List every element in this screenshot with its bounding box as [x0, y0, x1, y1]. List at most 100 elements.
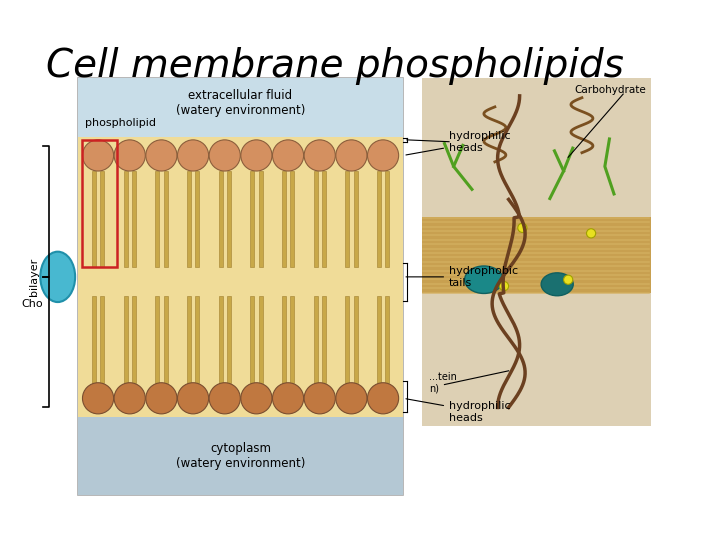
FancyBboxPatch shape [78, 78, 403, 137]
Circle shape [83, 140, 114, 171]
Circle shape [310, 145, 330, 166]
Circle shape [120, 145, 140, 166]
Circle shape [88, 145, 108, 166]
Bar [219, 296, 222, 383]
Bar [258, 171, 263, 267]
FancyBboxPatch shape [78, 417, 403, 495]
Circle shape [284, 394, 293, 403]
Bar [385, 171, 390, 267]
Bar [354, 296, 358, 383]
Bar [346, 296, 349, 383]
Bar [314, 296, 318, 383]
Text: cytoplasm
(watery environment): cytoplasm (watery environment) [176, 442, 305, 470]
Bar [227, 171, 231, 267]
Circle shape [146, 140, 177, 171]
Circle shape [304, 383, 336, 414]
Circle shape [347, 394, 356, 403]
Bar [124, 171, 127, 267]
Bar [258, 296, 263, 383]
Circle shape [336, 140, 367, 171]
Circle shape [183, 145, 203, 166]
Text: hydrophobic
tails: hydrophobic tails [406, 266, 518, 288]
Circle shape [157, 151, 166, 160]
Circle shape [500, 281, 508, 291]
Bar [314, 171, 318, 267]
Bar [227, 296, 231, 383]
Bar [322, 296, 326, 383]
Circle shape [189, 394, 198, 403]
Circle shape [220, 151, 230, 160]
Circle shape [587, 229, 595, 238]
Circle shape [315, 151, 325, 160]
Bar [251, 171, 254, 267]
Circle shape [284, 151, 293, 160]
Bar [92, 171, 96, 267]
Circle shape [367, 140, 399, 171]
Circle shape [88, 388, 108, 408]
Text: extracellular fluid
(watery environment): extracellular fluid (watery environment) [176, 89, 305, 117]
Bar [251, 296, 254, 383]
Circle shape [209, 140, 240, 171]
Bar [219, 171, 222, 267]
Circle shape [240, 140, 272, 171]
Circle shape [518, 223, 527, 232]
Bar [290, 171, 294, 267]
Circle shape [347, 151, 356, 160]
Bar [195, 296, 199, 383]
Bar [385, 296, 390, 383]
Bar [100, 171, 104, 267]
Circle shape [278, 145, 298, 166]
Circle shape [240, 383, 272, 414]
Circle shape [125, 151, 135, 160]
Bar [92, 296, 96, 383]
Text: Carbohydrate: Carbohydrate [575, 85, 646, 95]
Circle shape [178, 140, 209, 171]
Circle shape [114, 383, 145, 414]
Text: bilayer: bilayer [30, 258, 40, 296]
Ellipse shape [40, 252, 75, 302]
Circle shape [373, 388, 393, 408]
Bar [83, 140, 117, 267]
Circle shape [246, 388, 266, 408]
Bar [163, 296, 168, 383]
Circle shape [272, 140, 304, 171]
Circle shape [341, 145, 361, 166]
Bar [290, 296, 294, 383]
Circle shape [379, 394, 388, 403]
Circle shape [220, 394, 230, 403]
Text: ...tein
n): ...tein n) [429, 372, 456, 394]
Circle shape [373, 145, 393, 166]
Text: Cho: Cho [22, 299, 43, 309]
Circle shape [183, 388, 203, 408]
Bar [377, 171, 381, 267]
FancyBboxPatch shape [421, 78, 651, 426]
Bar [282, 296, 286, 383]
Circle shape [94, 394, 103, 403]
Bar [282, 171, 286, 267]
Circle shape [125, 394, 135, 403]
Bar [132, 171, 136, 267]
Bar [156, 296, 159, 383]
Bar [132, 296, 136, 383]
Circle shape [379, 151, 388, 160]
Circle shape [215, 145, 235, 166]
Ellipse shape [464, 266, 503, 293]
Circle shape [272, 383, 304, 414]
Bar [322, 171, 326, 267]
Circle shape [94, 151, 103, 160]
Bar [163, 171, 168, 267]
Circle shape [564, 275, 573, 284]
Circle shape [252, 151, 261, 160]
Text: phospholipid: phospholipid [85, 118, 156, 129]
Circle shape [278, 388, 298, 408]
Bar [195, 171, 199, 267]
FancyBboxPatch shape [421, 217, 651, 293]
Bar [187, 171, 191, 267]
Bar [124, 296, 127, 383]
FancyBboxPatch shape [78, 78, 403, 495]
Text: hydrophilic
heads: hydrophilic heads [406, 131, 510, 155]
Circle shape [310, 388, 330, 408]
Circle shape [304, 140, 336, 171]
Bar [187, 296, 191, 383]
Circle shape [209, 383, 240, 414]
